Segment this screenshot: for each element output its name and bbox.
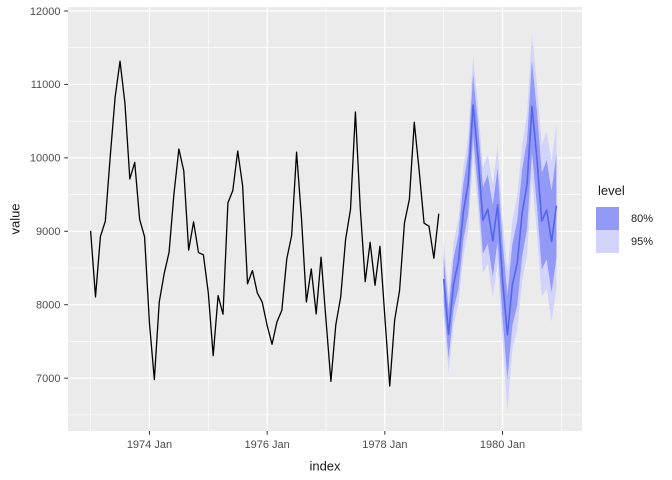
legend: level 80% 95% — [596, 183, 654, 253]
x-tick-label: 1978 Jan — [362, 439, 407, 451]
legend-title: level — [598, 183, 625, 198]
y-tick-label: 8000 — [36, 300, 60, 312]
y-tick-label: 11000 — [31, 79, 61, 91]
x-tick-label: 1980 Jan — [480, 439, 525, 451]
legend-item-80: 80% — [596, 207, 653, 230]
y-axis-title: value — [7, 203, 23, 235]
ribbon-80 — [443, 60, 557, 379]
legend-label-95: 95% — [631, 235, 654, 248]
legend-swatch-95-icon — [596, 230, 619, 253]
y-tick-label: 7000 — [36, 373, 60, 385]
history-line — [89, 60, 440, 387]
legend-label-80: 80% — [631, 212, 654, 225]
y-tick-label: 10000 — [30, 153, 61, 165]
x-tick-label: 1976 Jan — [245, 439, 290, 451]
y-tick-label: 9000 — [36, 226, 60, 238]
x-tick-label: 1974 Jan — [127, 439, 172, 451]
legend-swatch-80-icon — [596, 207, 619, 230]
x-axis-title: index — [309, 458, 341, 474]
y-tick-label: 12000 — [30, 6, 61, 18]
forecast-mean-line — [442, 104, 558, 336]
legend-item-95: 95% — [596, 230, 653, 253]
